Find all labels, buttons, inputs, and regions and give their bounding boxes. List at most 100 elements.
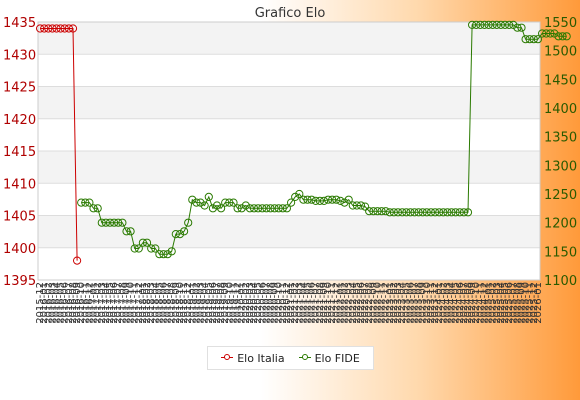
left-axis-ticks: 1395 1400 1405 1410 1415 1420 1425 1430 1435 — [3, 16, 36, 289]
x-tick-label: 2025-09 — [516, 282, 527, 324]
chart-legend: Elo Italia Elo FIDE — [207, 346, 374, 370]
data-point — [233, 204, 242, 213]
x-tick-label: 2023-01 — [385, 282, 396, 324]
data-point — [361, 202, 370, 211]
data-point — [315, 196, 324, 205]
x-tick-label: 2017-07 — [113, 282, 124, 324]
x-tick-label: 2017-04 — [101, 282, 112, 324]
x-tick-label: 2024-01 — [434, 282, 445, 324]
data-point — [459, 208, 468, 217]
data-point — [258, 204, 267, 213]
data-point — [64, 24, 74, 33]
x-tick-label: 2024-04 — [447, 282, 458, 324]
x-tick-label: 2020-04 — [249, 282, 260, 324]
x-tick-label: 2016-02 — [43, 282, 54, 324]
x-tick-label: 2025-07 — [508, 282, 519, 324]
data-point — [439, 208, 448, 217]
x-tick-label: 2025-06 — [504, 282, 515, 324]
x-tick-label: 2022-06 — [356, 282, 367, 324]
data-point — [319, 196, 329, 205]
x-tick-label: 2017-03 — [97, 282, 108, 324]
x-tick-label: 2024-12 — [479, 282, 490, 324]
data-point — [40, 24, 49, 33]
x-tick-label: 2025-10 — [521, 282, 532, 324]
x-tick-label: 2021-06 — [307, 282, 318, 324]
x-tick-label: 2021-07 — [311, 282, 322, 324]
x-tick-label: 2016-07 — [64, 282, 75, 324]
data-point — [484, 20, 493, 29]
x-tick-label: 2016-11 — [80, 282, 91, 324]
data-point — [52, 24, 61, 33]
data-point — [365, 207, 374, 216]
x-tick-label: 2018-12 — [183, 282, 194, 324]
x-tick-label: 2017-08 — [117, 282, 128, 324]
data-point — [542, 29, 551, 38]
x-tick-label: 2022-12 — [381, 282, 392, 324]
data-point — [208, 204, 217, 213]
x-tick-label: 2023-06 — [405, 282, 416, 324]
x-tick-label: 2021-10 — [323, 282, 334, 324]
data-point — [77, 198, 86, 207]
data-point — [402, 208, 411, 217]
data-point — [101, 218, 111, 227]
data-point — [225, 198, 234, 207]
x-tick-label: 2017-05 — [105, 282, 116, 324]
legend-swatch-elo-fide — [298, 353, 311, 363]
data-point — [89, 204, 98, 213]
data-point — [356, 201, 366, 210]
plot-band — [38, 118, 540, 151]
data-point — [410, 208, 419, 217]
data-point — [60, 24, 69, 33]
x-tick-label: 2019-03 — [196, 282, 207, 324]
series-elo-fide — [77, 20, 571, 259]
x-tick-label: 2017-01 — [89, 282, 100, 324]
data-point — [369, 207, 378, 216]
x-tick-label: 2019-01 — [187, 282, 198, 324]
series-line — [81, 24, 567, 255]
left-tick-label: 1400 — [3, 242, 36, 257]
data-point — [398, 208, 407, 217]
x-tick-label: 2020-10 — [274, 282, 285, 324]
data-point — [114, 218, 123, 227]
x-tick-label: 2019-05 — [204, 282, 215, 324]
x-tick-label: 2020-09 — [270, 282, 281, 324]
data-point — [480, 20, 489, 29]
left-tick-label: 1425 — [3, 81, 36, 96]
x-tick-label: 2015-12 — [35, 282, 46, 324]
x-tick-label: 2020-06 — [257, 282, 268, 324]
plot-band — [38, 22, 540, 55]
data-point — [414, 208, 423, 217]
x-tick-label: 2022-08 — [364, 282, 375, 324]
x-tick-label: 2019-09 — [220, 282, 231, 324]
data-point — [200, 201, 209, 210]
plot-area — [37, 21, 541, 281]
data-point — [245, 204, 254, 213]
data-point — [500, 20, 510, 29]
data-point — [336, 196, 345, 205]
data-point — [393, 208, 403, 217]
x-tick-label: 2019-12 — [233, 282, 244, 324]
data-point — [558, 32, 567, 41]
plot-band — [38, 86, 540, 119]
data-point — [348, 201, 357, 210]
data-point — [307, 195, 316, 204]
data-point — [122, 227, 131, 236]
left-tick-label: 1420 — [3, 113, 36, 128]
data-point — [221, 198, 230, 207]
data-point — [476, 20, 485, 29]
x-tick-label: 2024-05 — [451, 282, 462, 324]
data-point — [295, 189, 304, 199]
data-point — [435, 208, 444, 217]
x-tick-label: 2017-12 — [134, 282, 145, 324]
data-point — [212, 201, 222, 210]
x-tick-label: 2016-03 — [47, 282, 58, 324]
x-tick-label: 2025-01 — [484, 282, 495, 324]
x-tick-label: 2021-03 — [294, 282, 305, 324]
x-tick-label: 2016-12 — [84, 282, 95, 324]
data-point — [270, 204, 279, 213]
x-tick-label: 2024-02 — [438, 282, 449, 324]
x-tick-label: 2022-10 — [372, 282, 383, 324]
data-point — [126, 227, 135, 236]
data-point — [241, 201, 250, 210]
x-tick-label: 2018-10 — [175, 282, 186, 324]
